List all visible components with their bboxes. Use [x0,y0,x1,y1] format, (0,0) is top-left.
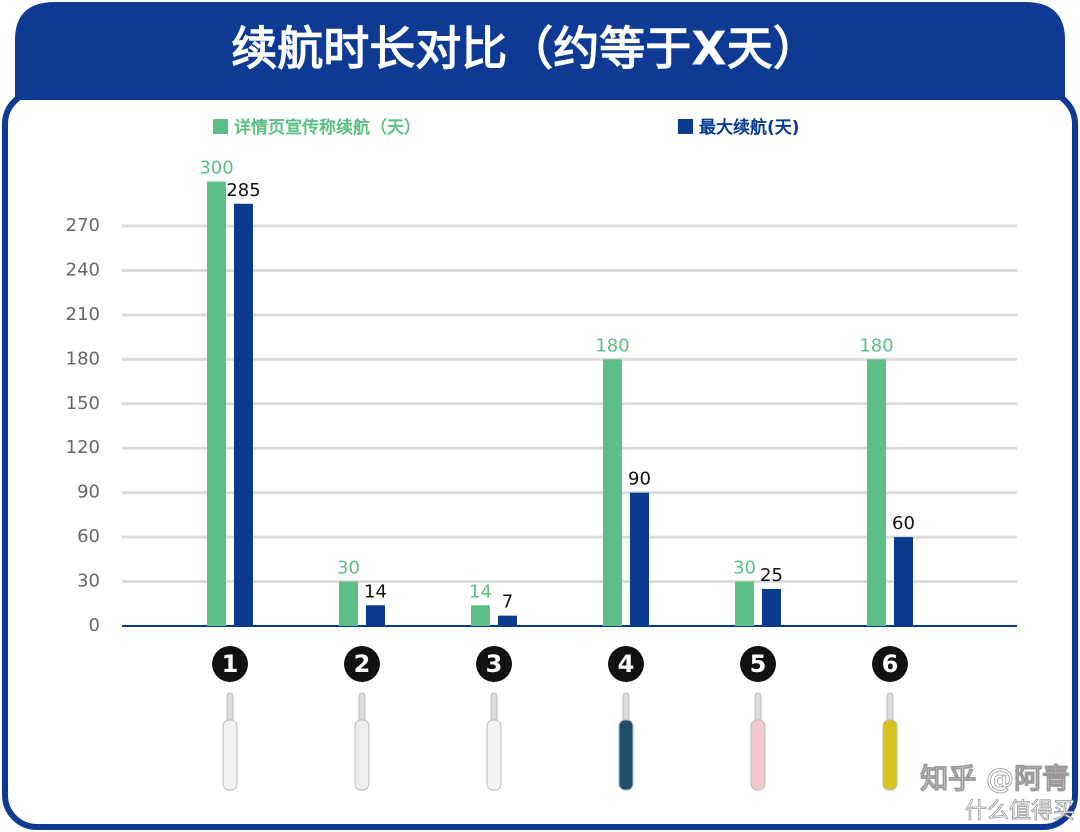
value-label: 90 [628,469,651,490]
x-tick-label: 3 [486,650,503,678]
bar [471,605,490,626]
y-tick-label: 60 [77,526,100,547]
legend-swatch [678,119,693,134]
y-tick-label: 180 [66,348,100,369]
y-tick-label: 120 [66,437,100,458]
x-tick-label: 6 [882,650,899,678]
legend-swatch [213,119,228,134]
brush-body [354,719,370,791]
chart-title: 续航时长对比（约等于X天） [231,22,818,76]
value-label: 30 [733,558,756,579]
brush-head [886,692,894,722]
category-badge [608,646,644,682]
legend-label: 详情页宣传称续航（天） [234,117,421,138]
category-badge [872,646,908,682]
bar [630,492,649,626]
panel [2,89,1078,830]
value-label: 14 [364,581,387,602]
brush-body [486,719,502,791]
bar [498,615,517,626]
brush-body [222,719,238,791]
value-label: 180 [859,335,893,356]
bar [735,581,754,626]
y-tick-label: 150 [66,393,100,414]
value-label: 300 [199,158,233,179]
bar [867,359,886,626]
brush-head [622,692,630,722]
bar [762,588,781,626]
brush-head [490,692,498,722]
value-label: 30 [337,558,360,579]
bar [339,581,358,626]
brush-body [618,719,634,791]
watermark: 知乎 @阿青 [920,762,1070,795]
category-badge [476,646,512,682]
value-label: 25 [760,565,783,586]
watermark: 什么值得买 [965,799,1075,824]
value-label: 60 [892,513,915,534]
brush-head [226,692,234,722]
bar [894,537,913,626]
y-tick-label: 240 [66,259,100,280]
bar [207,181,226,627]
x-tick-label: 4 [618,650,635,678]
x-tick-label: 5 [750,650,767,678]
y-tick-label: 90 [77,482,100,503]
bar [234,203,253,626]
category-badge [740,646,776,682]
value-label: 180 [595,335,629,356]
value-label: 14 [469,581,492,602]
y-tick-label: 210 [66,304,100,325]
legend-label: 最大续航(天) [699,117,800,138]
bar [603,359,622,626]
brush-body [750,719,766,791]
brush-body [882,719,898,791]
category-badge [344,646,380,682]
y-tick-label: 270 [66,215,100,236]
title-banner [15,2,1065,100]
value-label: 7 [502,592,513,613]
category-badge [212,646,248,682]
x-tick-label: 2 [354,650,371,678]
brush-head [358,692,366,722]
value-label: 285 [226,180,260,201]
x-tick-label: 1 [222,650,239,678]
bar [366,605,385,626]
y-tick-label: 0 [89,615,100,636]
brush-head [754,692,762,722]
y-tick-label: 30 [77,571,100,592]
